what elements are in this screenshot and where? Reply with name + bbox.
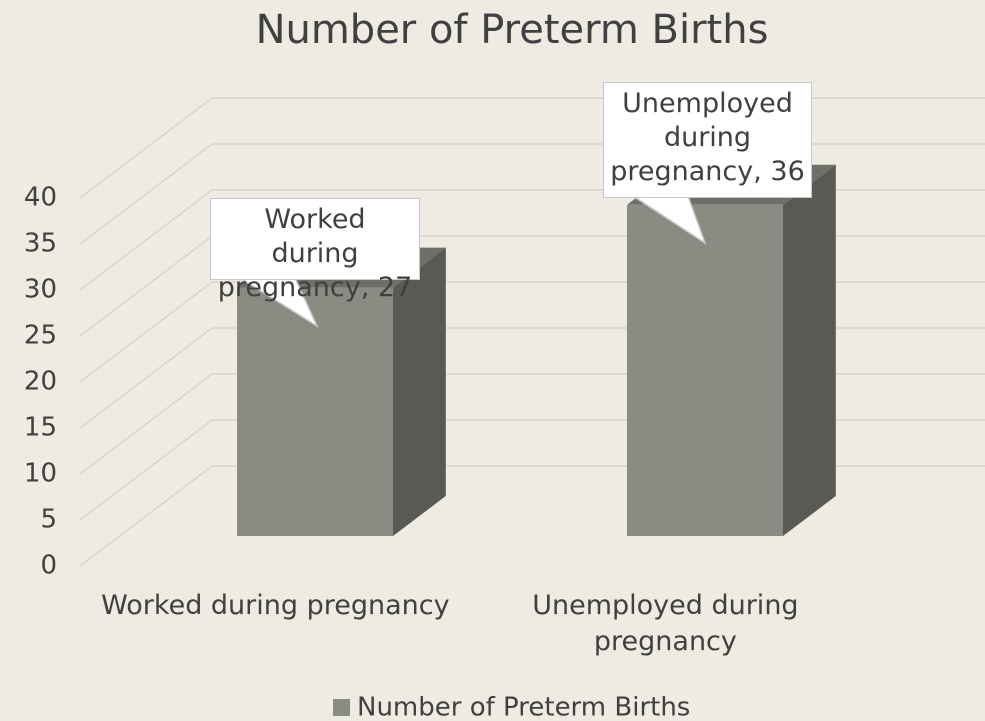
grid-line [79, 419, 985, 521]
bar [627, 204, 783, 537]
data-label: Worked during pregnancy, 27 [210, 198, 420, 303]
bar-side [783, 164, 836, 537]
y-tick-label: 5 [40, 505, 57, 535]
data-label: Unemployed during pregnancy, 36 [603, 82, 812, 198]
y-tick-label: 10 [24, 459, 57, 489]
grid-line [79, 465, 985, 567]
chart-title: Number of Preterm Births [256, 7, 769, 53]
y-tick-label: 35 [24, 229, 57, 259]
grid-line [79, 97, 985, 199]
legend-label: Number of Preterm Births [357, 693, 690, 721]
y-tick-label: 0 [40, 551, 57, 581]
bar [237, 287, 393, 536]
y-tick-label: 15 [24, 413, 57, 443]
y-tick-label: 40 [24, 183, 57, 213]
grid-line [79, 281, 985, 383]
y-tick-label: 20 [24, 367, 57, 397]
grid-line [79, 327, 985, 429]
legend-swatch [333, 699, 350, 716]
x-tick-label: Unemployed during pregnancy [532, 590, 799, 657]
y-tick-label: 30 [24, 275, 57, 305]
y-tick-label: 25 [24, 321, 57, 351]
grid-line [79, 373, 985, 475]
bar-side [393, 247, 446, 536]
x-tick-label: Worked during pregnancy [101, 590, 450, 621]
